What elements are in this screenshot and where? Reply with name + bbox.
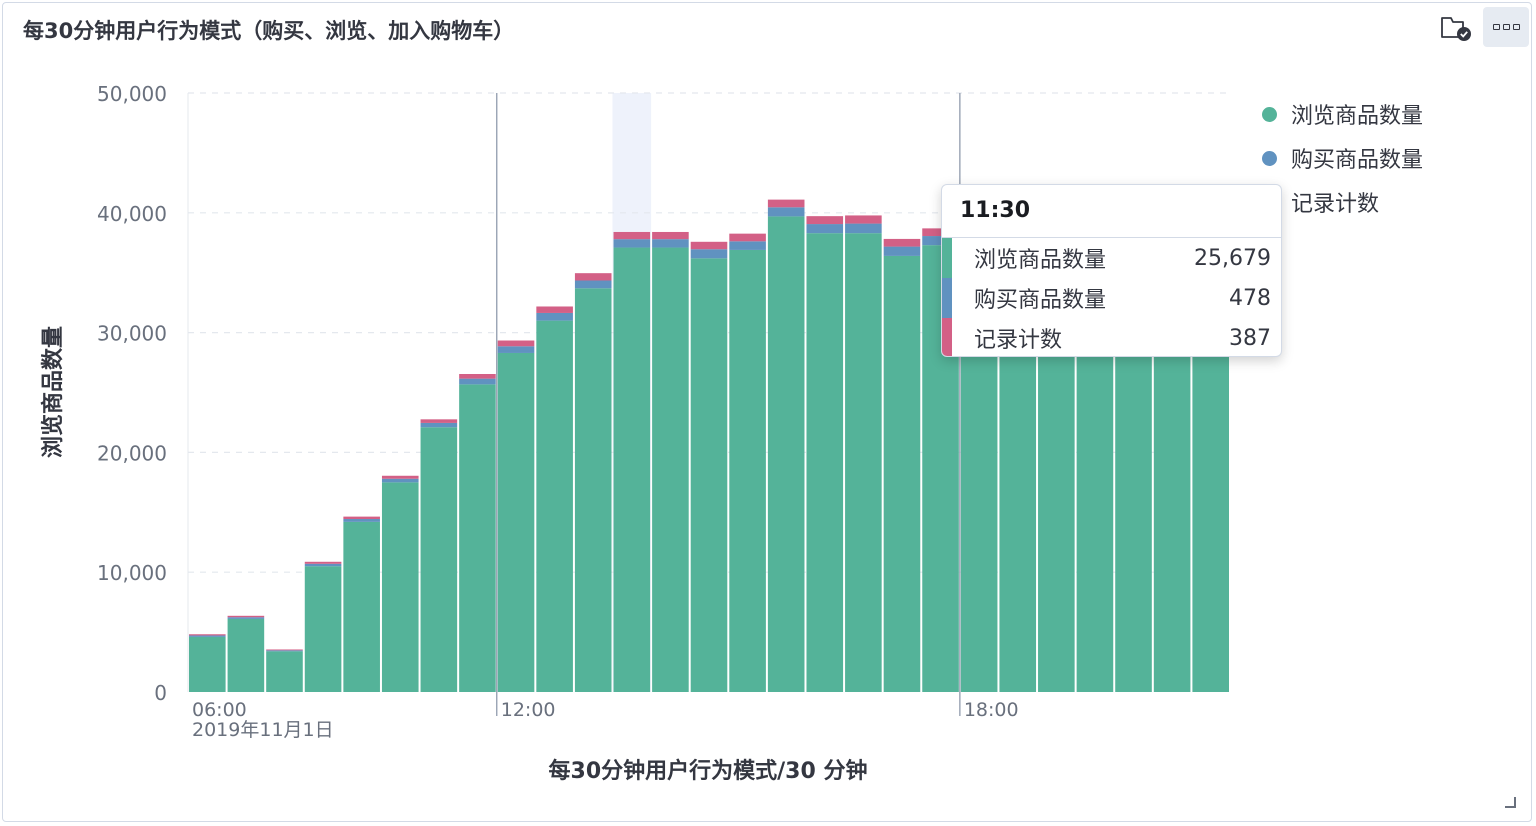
bar-segment-browse[interactable] <box>652 247 689 693</box>
tooltip-row-browse: 浏览商品数量 25,679 <box>942 238 1281 278</box>
tooltip-value: 25,679 <box>1194 245 1271 271</box>
bar-segment-browse[interactable] <box>690 258 728 692</box>
bar-segment-buy[interactable] <box>922 236 959 246</box>
bar-segment-count[interactable] <box>497 340 535 347</box>
bar-segment-buy[interactable] <box>497 346 535 353</box>
bar-segment-browse[interactable] <box>381 482 419 692</box>
x-axis-title: 每30分钟用户行为模式/30 分钟 <box>549 758 868 784</box>
bar-segment-buy[interactable] <box>227 617 265 619</box>
bar-segment-buy[interactable] <box>729 241 766 250</box>
legend-swatch-buy <box>1262 150 1277 166</box>
bar-segment-buy[interactable] <box>574 280 612 289</box>
bar-segment-browse[interactable] <box>536 320 573 692</box>
bar-segment-buy[interactable] <box>767 207 805 217</box>
bar-segment-buy[interactable] <box>459 378 496 385</box>
panel-title: 每30分钟用户行为模式（购买、浏览、加入购物车） <box>23 19 515 43</box>
bar-segment-count[interactable] <box>806 216 844 225</box>
tooltip-color-bar <box>942 278 952 318</box>
legend-item-browse[interactable]: 浏览商品数量 <box>1262 92 1423 136</box>
bar-segment-count[interactable] <box>767 199 805 208</box>
y-tick-label: 50,000 <box>97 82 167 106</box>
y-tick-label: 30,000 <box>97 322 167 346</box>
resize-handle-icon[interactable] <box>1505 797 1516 808</box>
tooltip-label: 记录计数 <box>974 328 1063 353</box>
bar-segment-count[interactable] <box>690 241 728 250</box>
bar-segment-count[interactable] <box>459 374 496 379</box>
bar-segment-count[interactable] <box>613 231 651 240</box>
bar-segment-count[interactable] <box>189 634 226 636</box>
tooltip-title: 11:30 <box>942 185 1281 238</box>
bar-segment-browse[interactable] <box>189 636 226 692</box>
bar-segment-browse[interactable] <box>497 352 535 692</box>
bar-segment-buy[interactable] <box>343 519 380 522</box>
bar-segment-browse[interactable] <box>767 216 805 693</box>
bar-segment-count[interactable] <box>304 561 342 564</box>
folder-check-icon[interactable] <box>1437 9 1475 45</box>
bar-segment-browse[interactable] <box>845 233 882 692</box>
bar-segment-count[interactable] <box>536 306 573 313</box>
tooltip-label: 浏览商品数量 <box>974 248 1107 273</box>
bar-segment-browse[interactable] <box>420 427 458 692</box>
x-tick-label: 12:00 <box>501 699 556 721</box>
bar-segment-buy[interactable] <box>536 312 573 321</box>
bar-segment-count[interactable] <box>227 615 265 618</box>
y-axis-title: 浏览商品数量 <box>40 326 66 458</box>
bar-segment-count[interactable] <box>652 231 689 240</box>
bar-segment-buy[interactable] <box>690 249 728 259</box>
tooltip-row-buy: 购买商品数量 478 <box>942 278 1281 318</box>
tooltip-value: 387 <box>1229 325 1271 351</box>
bar-segment-browse[interactable] <box>806 233 844 692</box>
bar-segment-buy[interactable] <box>266 650 303 652</box>
legend-item-count[interactable]: 记录计数 <box>1262 180 1423 224</box>
x-tick-label: 18:00 <box>964 699 1019 721</box>
tooltip-color-bar <box>942 318 952 356</box>
tooltip-row-count: 记录计数 387 <box>942 318 1281 356</box>
legend-label: 记录计数 <box>1291 192 1380 217</box>
bar-segment-count[interactable] <box>845 215 882 224</box>
y-tick-label: 10,000 <box>97 561 167 585</box>
bar-segment-buy[interactable] <box>613 239 651 248</box>
chart-legend: 浏览商品数量 购买商品数量 记录计数 <box>1262 92 1423 224</box>
bar-segment-browse[interactable] <box>729 249 766 693</box>
bar-segment-count[interactable] <box>883 238 921 247</box>
bar-segment-count[interactable] <box>381 475 419 479</box>
bar-segment-browse[interactable] <box>459 384 496 692</box>
bar-segment-browse[interactable] <box>266 651 303 692</box>
x-tick-sublabel: 2019年11月1日 <box>192 719 334 741</box>
bar-segment-buy[interactable] <box>652 239 689 248</box>
bar-segment-buy[interactable] <box>381 478 419 483</box>
more-options-icon[interactable] <box>1483 7 1529 47</box>
y-tick-label: 0 <box>154 681 167 705</box>
bar-segment-count[interactable] <box>729 233 766 242</box>
x-tick-label: 06:00 <box>192 699 247 721</box>
bar-segment-browse[interactable] <box>613 247 651 693</box>
y-tick-label: 20,000 <box>97 441 167 465</box>
bar-segment-browse[interactable] <box>343 521 380 692</box>
bar-segment-buy[interactable] <box>304 563 342 567</box>
legend-item-buy[interactable]: 购买商品数量 <box>1262 136 1423 180</box>
legend-swatch-browse <box>1262 106 1277 122</box>
bar-segment-buy[interactable] <box>883 246 921 256</box>
bar-segment-browse[interactable] <box>883 255 921 693</box>
tooltip-value: 478 <box>1229 285 1271 311</box>
bar-segment-buy[interactable] <box>189 635 226 637</box>
bar-segment-count[interactable] <box>266 649 303 651</box>
bar-segment-count[interactable] <box>343 516 380 520</box>
y-tick-label: 40,000 <box>97 202 167 226</box>
bar-segment-buy[interactable] <box>806 224 844 234</box>
bar-segment-buy[interactable] <box>845 223 882 234</box>
legend-label: 购买商品数量 <box>1291 148 1424 173</box>
tooltip-color-bar <box>942 238 952 278</box>
tooltip-label: 购买商品数量 <box>974 288 1107 313</box>
legend-label: 浏览商品数量 <box>1291 104 1424 129</box>
bar-segment-count[interactable] <box>922 228 959 237</box>
bar-segment-browse[interactable] <box>227 618 265 692</box>
bar-segment-browse[interactable] <box>304 566 342 692</box>
chart-tooltip: 11:30 浏览商品数量 25,679 购买商品数量 478 记录计数 387 <box>941 184 1282 357</box>
bar-segment-buy[interactable] <box>420 422 458 428</box>
bar-segment-count[interactable] <box>574 273 612 281</box>
bar-segment-browse[interactable] <box>574 288 612 692</box>
bar-segment-count[interactable] <box>420 419 458 423</box>
